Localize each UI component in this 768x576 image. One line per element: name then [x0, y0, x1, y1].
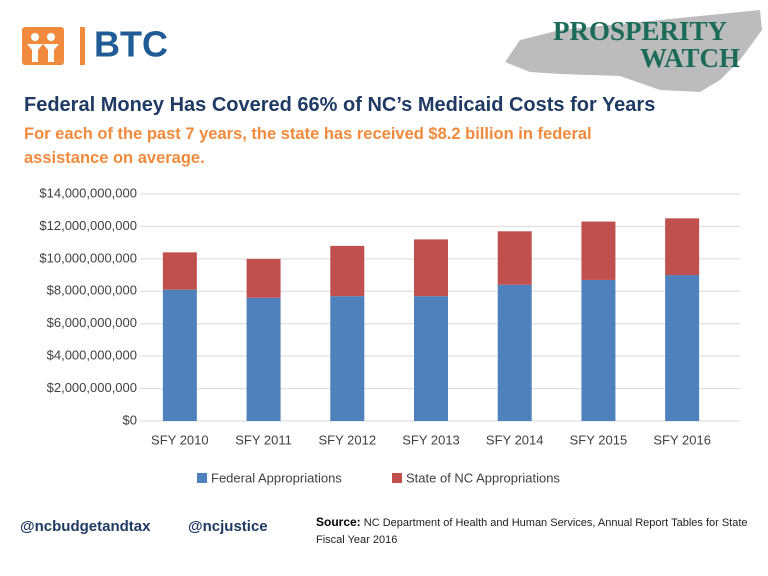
- bar-segment: [414, 296, 448, 421]
- x-tick-label: SFY 2014: [486, 432, 544, 447]
- legend-label: State of NC Appropriations: [406, 470, 560, 485]
- bar-segment: [414, 239, 448, 297]
- y-tick-label: $12,000,000,000: [39, 218, 137, 233]
- badge-line: WATCH: [640, 43, 740, 73]
- bar-segment: [246, 297, 281, 421]
- bar-segment: [330, 245, 365, 297]
- source-note: Source: NC Department of Health and Huma…: [316, 514, 756, 549]
- bar-segment: [246, 258, 281, 298]
- chart-subtitle: For each of the past 7 years, the state …: [24, 125, 592, 167]
- nc-state-shape: [505, 10, 762, 92]
- bar-segment: [497, 284, 532, 421]
- bar-segment: [581, 221, 616, 280]
- twitter-handle: @ncjustice: [188, 518, 268, 535]
- bar-segment: [497, 231, 532, 285]
- badge-line: PROSPERITY: [553, 16, 727, 46]
- x-tick-label: SFY 2013: [402, 432, 460, 447]
- bar-segment: [162, 289, 197, 421]
- y-tick-label: $2,000,000,000: [47, 380, 137, 395]
- legend-swatch: [392, 473, 402, 483]
- legend-swatch: [197, 473, 207, 483]
- btc-logo-icon: [22, 27, 85, 65]
- y-tick-label: $0: [123, 412, 137, 427]
- y-tick-label: $4,000,000,000: [47, 348, 137, 363]
- x-tick-label: SFY 2015: [570, 432, 628, 447]
- y-tick-label: $6,000,000,000: [47, 315, 137, 330]
- twitter-handle: @ncbudgetandtax: [20, 518, 151, 535]
- x-tick-label: SFY 2010: [151, 432, 209, 447]
- x-tick-label: SFY 2012: [318, 432, 376, 447]
- x-tick-label: SFY 2016: [653, 432, 711, 447]
- bar-segment: [665, 218, 700, 276]
- bar-segment: [330, 296, 365, 421]
- y-tick-label: $14,000,000,000: [39, 185, 137, 200]
- y-tick-label: $8,000,000,000: [47, 283, 137, 298]
- source-label: Source:: [316, 515, 361, 529]
- y-tick-label: $10,000,000,000: [39, 250, 137, 265]
- chart-title: Federal Money Has Covered 66% of NC’s Me…: [24, 94, 656, 116]
- logo-text: BTC: [94, 24, 168, 65]
- bar-segment: [665, 275, 700, 421]
- bar-segment: [581, 279, 616, 421]
- source-text: NC Department of Health and Human Servic…: [316, 517, 748, 546]
- legend-label: Federal Appropriations: [211, 470, 342, 485]
- x-tick-label: SFY 2011: [235, 432, 292, 447]
- bar-segment: [162, 252, 197, 290]
